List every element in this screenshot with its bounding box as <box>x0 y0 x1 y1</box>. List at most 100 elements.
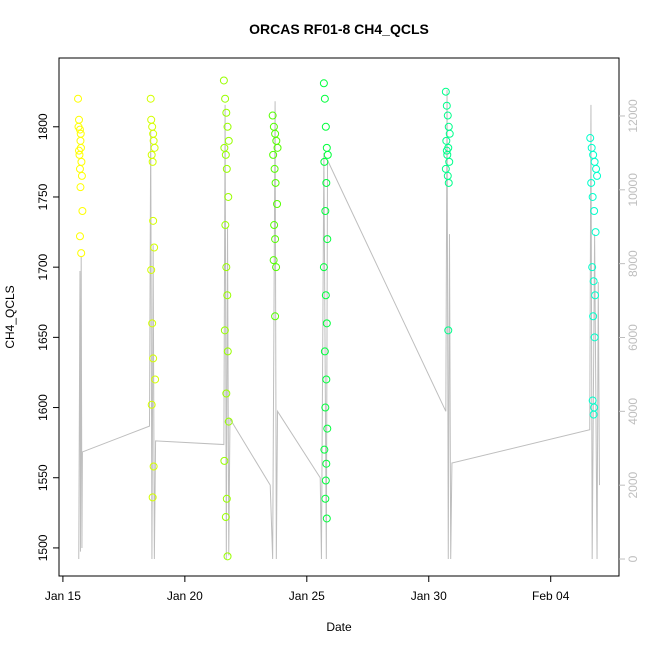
point <box>272 263 281 272</box>
point <box>219 76 228 85</box>
point <box>323 235 332 244</box>
point <box>442 136 451 145</box>
point <box>148 122 157 131</box>
point <box>222 389 231 398</box>
point <box>220 456 229 465</box>
point <box>321 494 330 503</box>
y-tick-label: 1500 <box>36 534 50 561</box>
point <box>76 136 85 145</box>
x-tick-label: Jan 30 <box>411 589 447 603</box>
y-tick-label: 1800 <box>36 113 50 140</box>
point <box>444 122 453 131</box>
point <box>586 134 595 143</box>
point <box>320 94 329 103</box>
point <box>147 150 156 159</box>
y2-tick-label: 10000 <box>626 173 640 207</box>
point <box>589 277 598 286</box>
point <box>147 115 156 124</box>
point <box>222 263 231 272</box>
y2-tick-label: 0 <box>626 555 640 562</box>
plot-frame <box>58 57 620 577</box>
point <box>444 178 453 187</box>
point <box>150 243 159 252</box>
point <box>593 171 602 180</box>
point <box>147 265 156 274</box>
point <box>147 400 156 409</box>
point <box>221 513 230 522</box>
point <box>321 291 330 300</box>
point <box>591 291 600 300</box>
point <box>441 164 450 173</box>
point <box>443 111 452 120</box>
point <box>223 291 232 300</box>
y2-tick-label: 2000 <box>626 472 640 499</box>
point <box>273 143 282 152</box>
point <box>443 150 452 159</box>
point <box>319 79 328 88</box>
point <box>322 514 331 523</box>
y-tick-label: 1700 <box>36 253 50 280</box>
point <box>150 143 159 152</box>
point <box>321 122 330 131</box>
point <box>75 164 84 173</box>
x-tick-label: Jan 20 <box>167 589 203 603</box>
point <box>443 171 452 180</box>
y-tick-label: 1750 <box>36 183 50 210</box>
point <box>442 101 451 110</box>
point <box>222 108 231 117</box>
point <box>148 157 157 166</box>
point <box>224 192 233 201</box>
altitude-line <box>78 90 600 560</box>
point <box>223 122 232 131</box>
point <box>222 494 231 503</box>
x-tick-label: Jan 15 <box>45 589 81 603</box>
point <box>222 164 231 173</box>
y-axis-label: CH4_QCLS <box>3 285 17 348</box>
y2-tick-label: 6000 <box>626 324 640 351</box>
point <box>320 445 329 454</box>
point <box>592 164 601 173</box>
point <box>590 207 599 216</box>
point <box>588 263 597 272</box>
point <box>441 87 450 96</box>
point <box>76 129 85 138</box>
point <box>76 183 85 192</box>
point <box>591 228 600 237</box>
point <box>151 375 160 384</box>
point <box>322 143 331 152</box>
point <box>268 111 277 120</box>
point <box>322 178 331 187</box>
point <box>445 129 454 138</box>
point <box>74 94 83 103</box>
point <box>146 94 155 103</box>
point <box>270 221 279 230</box>
y2-tick-label: 12000 <box>626 99 640 133</box>
point <box>587 143 596 152</box>
point <box>221 150 230 159</box>
point <box>75 150 84 159</box>
y-tick-label: 1600 <box>36 394 50 421</box>
point <box>322 319 331 328</box>
point <box>590 157 599 166</box>
point <box>75 146 83 155</box>
point <box>148 319 157 328</box>
point <box>149 354 158 363</box>
point <box>322 459 331 468</box>
point <box>319 263 328 272</box>
point <box>221 94 230 103</box>
point <box>323 424 332 433</box>
point <box>149 216 158 225</box>
point <box>149 462 158 471</box>
point <box>223 347 232 356</box>
point <box>269 122 278 131</box>
y2-tick-label: 4000 <box>626 398 640 425</box>
y-tick-label: 1550 <box>36 464 50 491</box>
point <box>442 146 451 155</box>
chart-title: ORCAS RF01-8 CH4_QCLS <box>249 21 429 37</box>
point <box>321 476 330 485</box>
point <box>590 333 599 342</box>
point <box>223 552 232 561</box>
point <box>273 199 282 208</box>
point <box>77 157 86 166</box>
point <box>444 326 453 335</box>
